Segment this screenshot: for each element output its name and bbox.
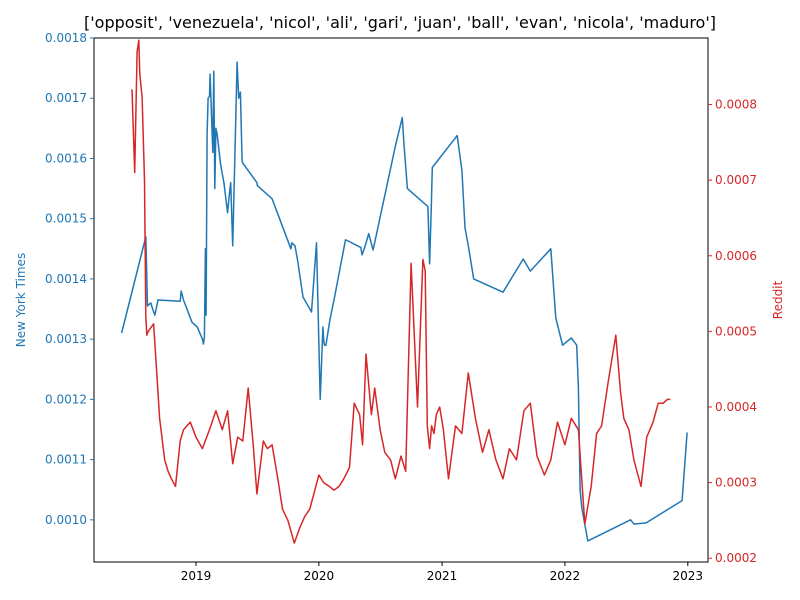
plot-frame xyxy=(93,37,709,563)
series-line-reddit xyxy=(131,39,671,544)
x-tick-label: 2023 xyxy=(673,569,704,583)
x-tick-label: 2019 xyxy=(181,569,212,583)
left-y-tick-label: 0.0018 xyxy=(45,31,87,45)
left-y-tick-label: 0.0011 xyxy=(45,453,87,467)
right-y-tick-label: 0.0002 xyxy=(715,551,757,565)
right-y-tick-label: 0.0004 xyxy=(715,400,757,414)
left-y-tick-label: 0.0010 xyxy=(45,513,87,527)
right-axis-label: Reddit xyxy=(771,280,785,319)
left-y-tick-label: 0.0015 xyxy=(45,212,87,226)
left-y-axis: 0.0010 0.0011 0.0012 0.0013 0.0014 0.0015 0.00… xyxy=(45,31,94,527)
series-line-new-york-times xyxy=(120,61,688,542)
right-y-tick-label: 0.0005 xyxy=(715,324,757,338)
left-y-tick-label: 0.0016 xyxy=(45,151,87,165)
x-tick-label: 2022 xyxy=(550,569,581,583)
right-y-tick-label: 0.0007 xyxy=(715,173,757,187)
left-y-tick-label: 0.0014 xyxy=(45,272,87,286)
right-y-tick-label: 0.0008 xyxy=(715,98,757,112)
right-y-tick-label: 0.0003 xyxy=(715,476,757,490)
left-y-tick-label: 0.0013 xyxy=(45,332,87,346)
left-axis-label: New York Times xyxy=(14,253,28,347)
right-y-tick-label: 0.0006 xyxy=(715,249,757,263)
right-y-axis: 0.0002 0.0003 0.0004 0.0005 0.0006 0.0007 0.00… xyxy=(708,98,757,565)
chart-title: ['opposit', 'venezuela', 'nicol', 'ali',… xyxy=(84,13,716,32)
left-y-tick-label: 0.0012 xyxy=(45,392,87,406)
plot-area xyxy=(120,39,688,544)
x-tick-label: 2020 xyxy=(304,569,335,583)
left-y-tick-label: 0.0017 xyxy=(45,91,87,105)
x-tick-label: 2021 xyxy=(427,569,458,583)
x-axis: 2019 2020 2021 2022 2023 xyxy=(181,562,703,583)
